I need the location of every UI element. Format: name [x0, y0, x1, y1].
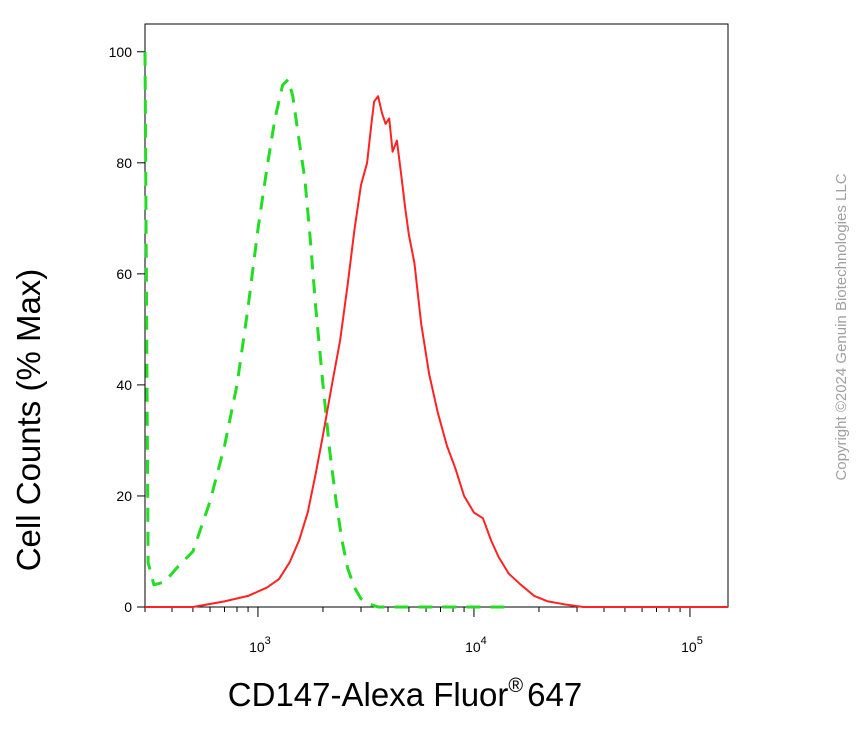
- series-layer: [143, 51, 728, 609]
- x-tick-base: 10: [465, 639, 481, 655]
- y-tick-label: 40: [116, 377, 132, 393]
- cd147-histogram-line: [145, 95, 728, 608]
- x-tick-label: 104: [465, 635, 487, 655]
- copyright-watermark: Copyright ©2024 Genuin Biotechnologies L…: [833, 173, 850, 480]
- y-tick-label: 80: [116, 155, 132, 171]
- y-axis: 0 20 40 60 80 100: [109, 44, 145, 615]
- y-tick-label: 20: [116, 488, 132, 504]
- y-axis-label: Cell Counts (% Max): [10, 269, 47, 572]
- x-tick-label: 105: [681, 635, 703, 655]
- y-tick-label: 0: [124, 599, 132, 615]
- plot-frame: [144, 23, 729, 608]
- x-tick-label: 103: [249, 635, 271, 655]
- x-axis-label-suffix: 647: [527, 676, 582, 713]
- x-axis-label-main: CD147-Alexa Fluor: [228, 676, 509, 713]
- control-histogram-line: [143, 51, 512, 609]
- y-tick-label: 100: [109, 44, 133, 60]
- x-tick-exponent: 3: [265, 635, 271, 647]
- x-tick-base: 10: [249, 639, 265, 655]
- x-tick-exponent: 4: [481, 635, 487, 647]
- x-tick-exponent: 5: [697, 635, 703, 647]
- x-axis-label-superscript: ®: [508, 675, 523, 697]
- x-axis: 103 104 105: [144, 607, 703, 655]
- x-axis-label: CD147-Alexa Fluor® 647: [228, 675, 582, 713]
- plot-border: [144, 23, 729, 608]
- y-tick-label: 60: [116, 266, 132, 282]
- x-tick-base: 10: [681, 639, 697, 655]
